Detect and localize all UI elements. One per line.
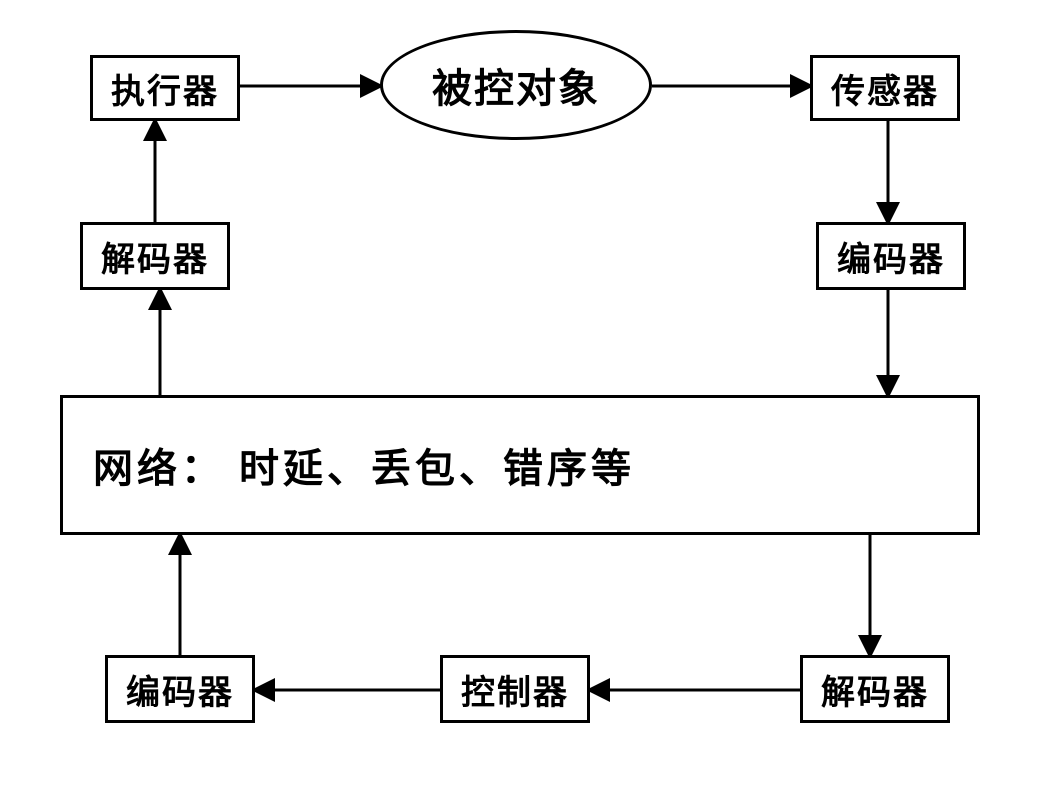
node-network: 网络： 时延、丢包、错序等: [60, 395, 980, 535]
node-plant: 被控对象: [380, 30, 652, 140]
node-encoder-right-label: 编码器: [837, 232, 945, 281]
node-controller-label: 控制器: [461, 665, 569, 714]
node-encoder-right: 编码器: [816, 222, 966, 290]
diagram-canvas: 执行器 被控对象 传感器 解码器 编码器 网络： 时延、丢包、错序等 编码器 控…: [0, 0, 1059, 800]
node-decoder-left: 解码器: [80, 222, 230, 290]
node-encoder-bottom: 编码器: [105, 655, 255, 723]
node-actuator: 执行器: [90, 55, 240, 121]
node-plant-label: 被控对象: [432, 56, 600, 114]
node-encoder-bottom-label: 编码器: [126, 665, 234, 714]
node-controller: 控制器: [440, 655, 590, 723]
node-network-label: 网络： 时延、丢包、错序等: [93, 436, 635, 494]
node-decoder-bottom: 解码器: [800, 655, 950, 723]
node-sensor: 传感器: [810, 55, 960, 121]
node-sensor-label: 传感器: [831, 64, 939, 113]
node-actuator-label: 执行器: [111, 64, 219, 113]
node-decoder-left-label: 解码器: [101, 232, 209, 281]
node-decoder-bottom-label: 解码器: [821, 665, 929, 714]
